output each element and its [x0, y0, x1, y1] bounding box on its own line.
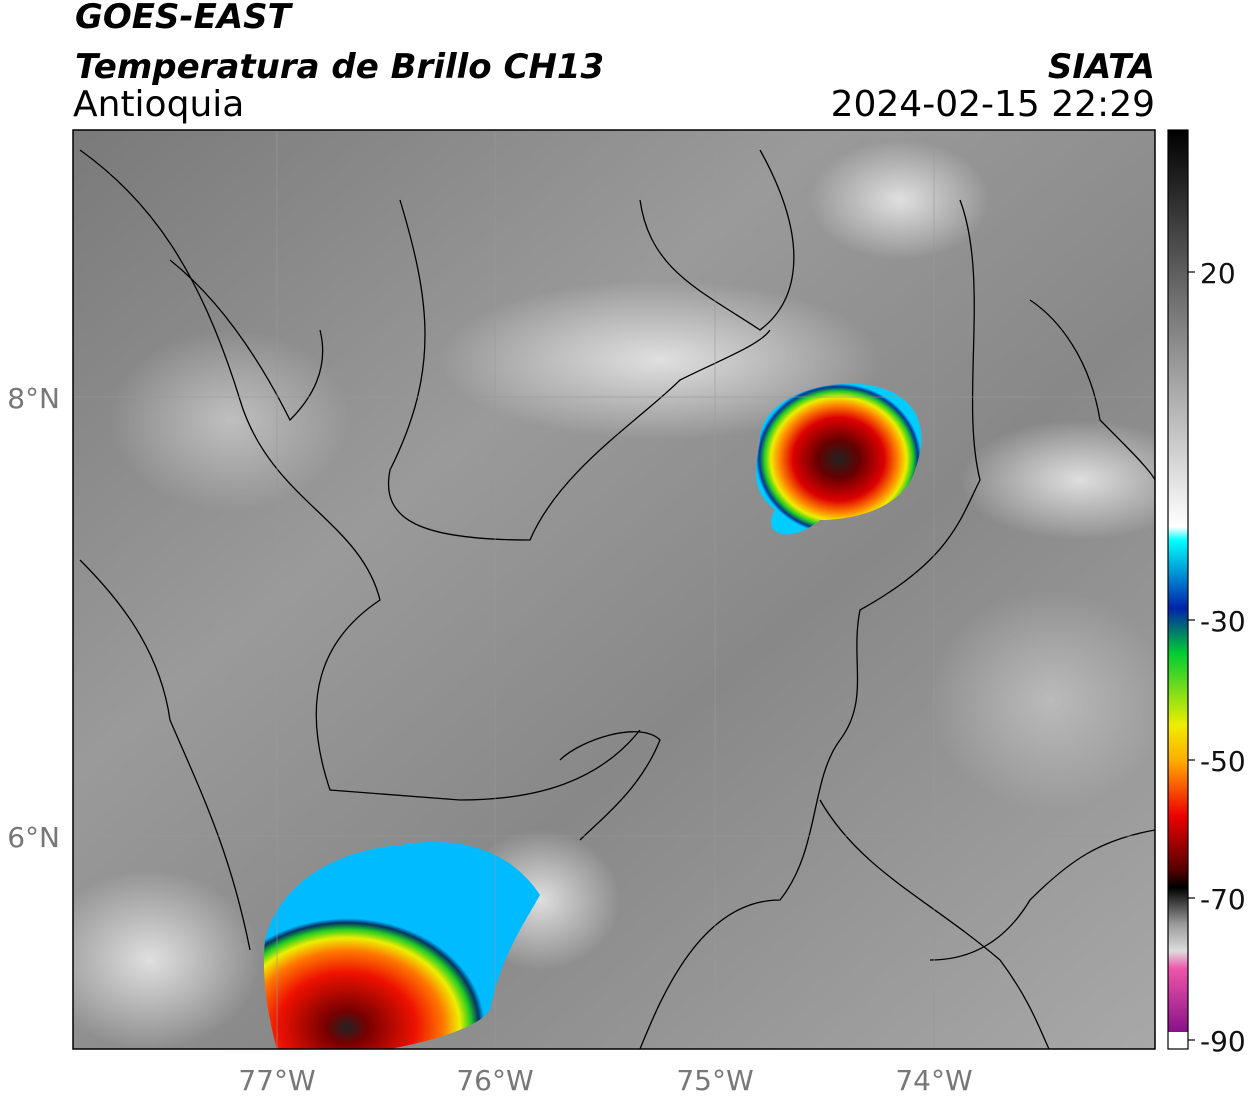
colorbar: [1168, 130, 1188, 1032]
colorbar-tick-label: -30: [1200, 605, 1246, 638]
title: GOES-EAST: [75, 0, 294, 37]
colorbar-tick-label: -90: [1200, 1025, 1246, 1058]
region: Antioquia: [73, 84, 244, 125]
lon-label: 74°W: [895, 1064, 972, 1097]
colorbar-tick-label: -70: [1200, 883, 1246, 916]
colorbar-tick-label: -50: [1200, 745, 1246, 778]
datetime: 2024-02-15 22:29: [831, 84, 1155, 125]
lon-label: 75°W: [676, 1064, 753, 1097]
map-frame: [72, 129, 1156, 1050]
colorbar-under: [1168, 1032, 1188, 1049]
colorbar-tick-label: 20: [1200, 257, 1236, 290]
source: SIATA: [1048, 47, 1155, 87]
lon-label: 77°W: [238, 1064, 315, 1097]
colorbar-ticks: [1188, 271, 1195, 1041]
lat-label: 6°N: [7, 821, 60, 854]
lat-label: 8°N: [7, 382, 60, 415]
subtitle: Temperatura de Brillo CH13: [75, 47, 604, 87]
lon-label: 76°W: [456, 1064, 533, 1097]
colorbar-frame: [1167, 129, 1189, 1050]
satellite-image: [73, 130, 1155, 1049]
